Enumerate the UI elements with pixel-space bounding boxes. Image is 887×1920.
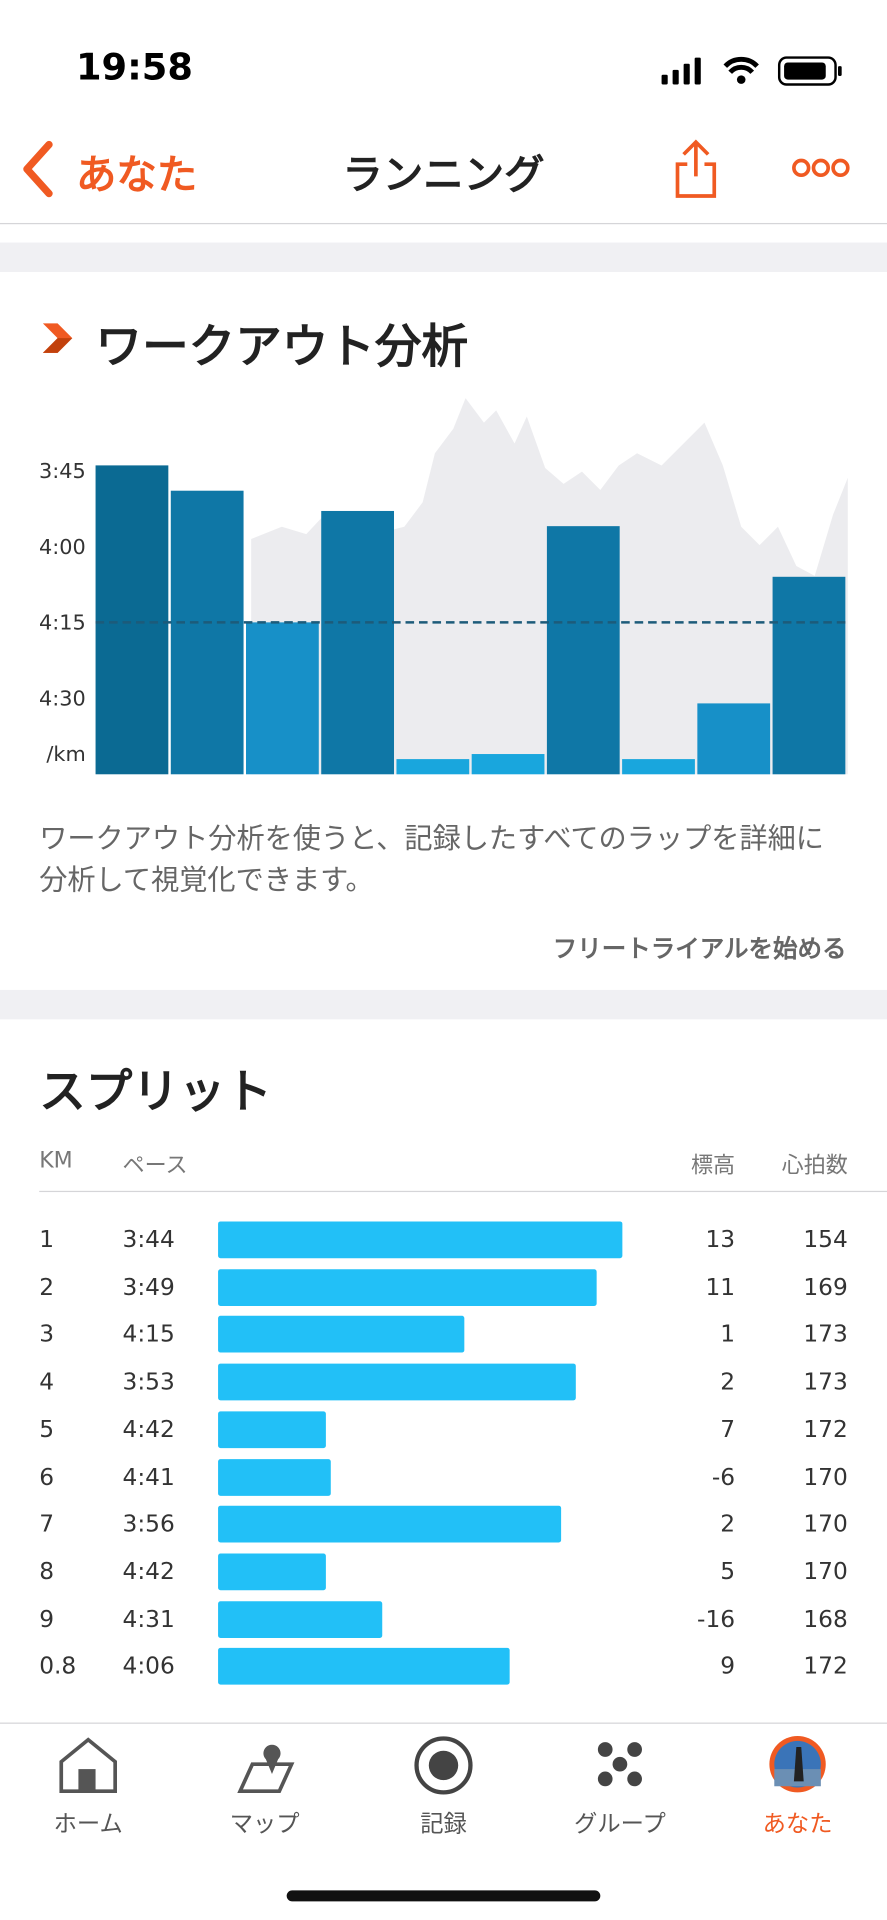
bar — [546, 526, 620, 775]
split-heart-rate: 170 — [803, 1510, 848, 1538]
section-icon — [42, 323, 73, 353]
split-elevation: 2 — [720, 1510, 736, 1538]
split-heart-rate: 154 — [803, 1226, 848, 1254]
split-pace: 4:15 — [122, 1321, 175, 1349]
tab-record[interactable]: 記録 — [420, 1810, 467, 1838]
bar — [95, 465, 169, 775]
column-header: 標高 — [690, 1152, 736, 1179]
pace-bar — [218, 1648, 510, 1685]
split-km: 2 — [39, 1273, 55, 1301]
split-pace: 4:31 — [122, 1605, 175, 1633]
splits-title: スプリット — [39, 1064, 273, 1119]
more-button[interactable] — [791, 154, 850, 181]
bar — [246, 622, 319, 775]
y-tick-label: 4:15 — [39, 611, 86, 635]
home-indicator — [286, 1890, 601, 1902]
split-km: 6 — [39, 1463, 55, 1491]
bar — [697, 703, 771, 775]
split-elevation: -16 — [697, 1605, 736, 1633]
nav-title: ランニング — [342, 150, 545, 199]
split-elevation: 9 — [720, 1653, 736, 1681]
y-unit-label: /km — [46, 742, 85, 766]
split-km: 5 — [39, 1416, 55, 1443]
split-km: 7 — [39, 1510, 55, 1538]
bar — [396, 759, 470, 775]
split-pace: 3:44 — [122, 1226, 175, 1254]
split-km: 3 — [39, 1321, 55, 1349]
split-elevation: 7 — [720, 1416, 736, 1443]
pace-bar — [218, 1221, 623, 1259]
header-divider — [39, 1190, 887, 1193]
tab-home[interactable]: ホーム — [53, 1810, 123, 1838]
split-heart-rate: 173 — [803, 1368, 848, 1396]
split-pace: 4:42 — [122, 1416, 175, 1443]
analysis-chart: 3:45 4:00 4:15 4:30/km — [39, 398, 848, 775]
split-heart-rate: 172 — [803, 1653, 848, 1681]
tab-icons — [59, 1736, 826, 1795]
split-heart-rate: 169 — [803, 1273, 848, 1301]
bar — [321, 510, 395, 775]
analysis-title: ワークアウト分析 — [95, 319, 469, 374]
status-icons — [661, 56, 842, 86]
back-label[interactable]: あなた — [75, 150, 198, 199]
split-km: 4 — [39, 1368, 55, 1396]
pace-bar — [218, 1268, 597, 1306]
y-tick-label: 4:00 — [39, 535, 86, 559]
tab-map[interactable]: マップ — [229, 1810, 300, 1838]
pace-bar — [218, 1411, 326, 1448]
column-header: KM — [39, 1147, 73, 1174]
back-chevron[interactable] — [20, 140, 57, 199]
column-header: ペース — [122, 1152, 188, 1179]
split-pace: 4:06 — [122, 1653, 175, 1681]
analysis-description: ワークアウト分析を使うと、記録したすべてのラップを詳細に分析して視覚化できます。 — [39, 823, 824, 897]
pace-bar — [218, 1316, 464, 1354]
split-heart-rate: 173 — [803, 1321, 848, 1349]
split-elevation: 11 — [705, 1273, 736, 1301]
free-trial-link[interactable]: フリートライアルを始める — [552, 933, 847, 963]
split-pace: 4:42 — [122, 1558, 175, 1586]
split-elevation: 1 — [720, 1321, 736, 1349]
split-km: 0.8 — [39, 1653, 77, 1681]
split-elevation: 2 — [720, 1368, 736, 1396]
bar — [170, 490, 244, 775]
y-tick-label: 3:45 — [39, 459, 86, 483]
split-pace: 3:53 — [122, 1368, 175, 1396]
nav-divider — [0, 222, 887, 225]
tab-you[interactable]: あなた — [762, 1810, 833, 1838]
pace-bar — [218, 1505, 562, 1543]
bar — [622, 759, 695, 775]
split-heart-rate: 172 — [803, 1416, 848, 1443]
split-pace: 3:49 — [122, 1273, 175, 1301]
tab-divider — [0, 1722, 887, 1724]
split-heart-rate: 170 — [803, 1463, 848, 1491]
section-gap — [0, 242, 887, 272]
split-heart-rate: 168 — [803, 1605, 848, 1633]
tab-groups[interactable]: グループ — [574, 1810, 666, 1838]
split-elevation: -6 — [711, 1463, 736, 1491]
split-km: 8 — [39, 1558, 55, 1586]
split-pace: 3:56 — [122, 1510, 175, 1538]
split-km: 9 — [39, 1605, 55, 1633]
split-elevation: 13 — [705, 1226, 736, 1254]
column-header: 心拍数 — [781, 1152, 848, 1179]
split-km: 1 — [39, 1226, 55, 1254]
pace-bar — [218, 1600, 383, 1638]
split-pace: 4:41 — [122, 1463, 175, 1491]
pace-bar — [218, 1458, 331, 1496]
bar — [471, 754, 545, 775]
pace-bar — [218, 1553, 326, 1591]
split-heart-rate: 170 — [803, 1558, 848, 1586]
share-button[interactable] — [671, 137, 720, 201]
status-time: 19:58 — [75, 46, 193, 90]
y-tick-label: 4:30 — [39, 687, 86, 711]
bar — [772, 576, 846, 775]
split-elevation: 5 — [720, 1558, 736, 1586]
pace-bar — [218, 1363, 577, 1401]
section-gap — [0, 989, 887, 1020]
